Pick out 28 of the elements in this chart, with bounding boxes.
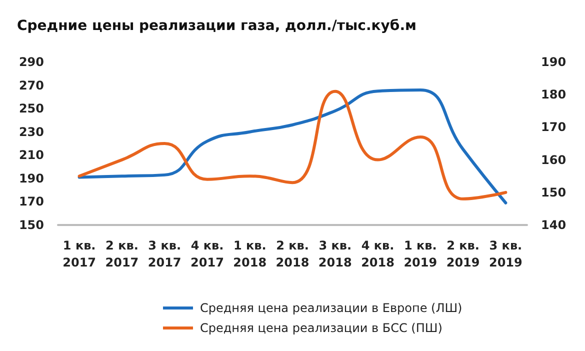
y2-tick-label: 150 xyxy=(541,185,566,200)
y2-tick-label: 170 xyxy=(541,120,566,134)
x-tick-label: 3 кв. 2018 xyxy=(318,238,352,270)
y-tick-label: 290 xyxy=(18,55,44,69)
legend-label: Средняя цена реализации в БСС (ПШ) xyxy=(200,321,442,335)
x-tick-label: 2 кв. 2018 xyxy=(276,238,310,270)
y-tick-label: 270 xyxy=(18,78,44,92)
y-tick-label: 150 xyxy=(18,218,44,232)
y2-tick-label: 160 xyxy=(541,152,566,167)
y-tick-label: 190 xyxy=(18,171,44,186)
x-tick-label: 1 кв. 2019 xyxy=(404,238,438,270)
y-tick-label: 170 xyxy=(18,194,44,209)
x-tick-label: 3 кв. 2017 xyxy=(148,238,182,270)
x-tick-label: 1 кв. 2017 xyxy=(62,238,96,270)
legend-label: Средняя цена реализации в Европе (ЛШ) xyxy=(200,301,462,315)
y2-tick-label: 140 xyxy=(541,218,566,232)
chart-title: Средние цены реализации газа, долл./тыс.куб.м xyxy=(17,18,416,34)
x-tick-label: 4 кв. 2018 xyxy=(361,238,394,270)
y2-tick-label: 190 xyxy=(541,55,566,69)
y-tick-label: 230 xyxy=(18,124,44,139)
y-tick-label: 210 xyxy=(18,148,44,162)
y-tick-label: 250 xyxy=(18,102,44,116)
x-tick-label: 4 кв. 2017 xyxy=(190,238,224,270)
x-tick-label: 1 кв. 2018 xyxy=(233,238,267,270)
x-tick-label: 2 кв. 2019 xyxy=(446,238,480,270)
x-tick-label: 3 кв. 2019 xyxy=(488,238,522,270)
y2-tick-label: 180 xyxy=(541,88,566,102)
x-tick-label: 2 кв. 2017 xyxy=(105,238,139,270)
